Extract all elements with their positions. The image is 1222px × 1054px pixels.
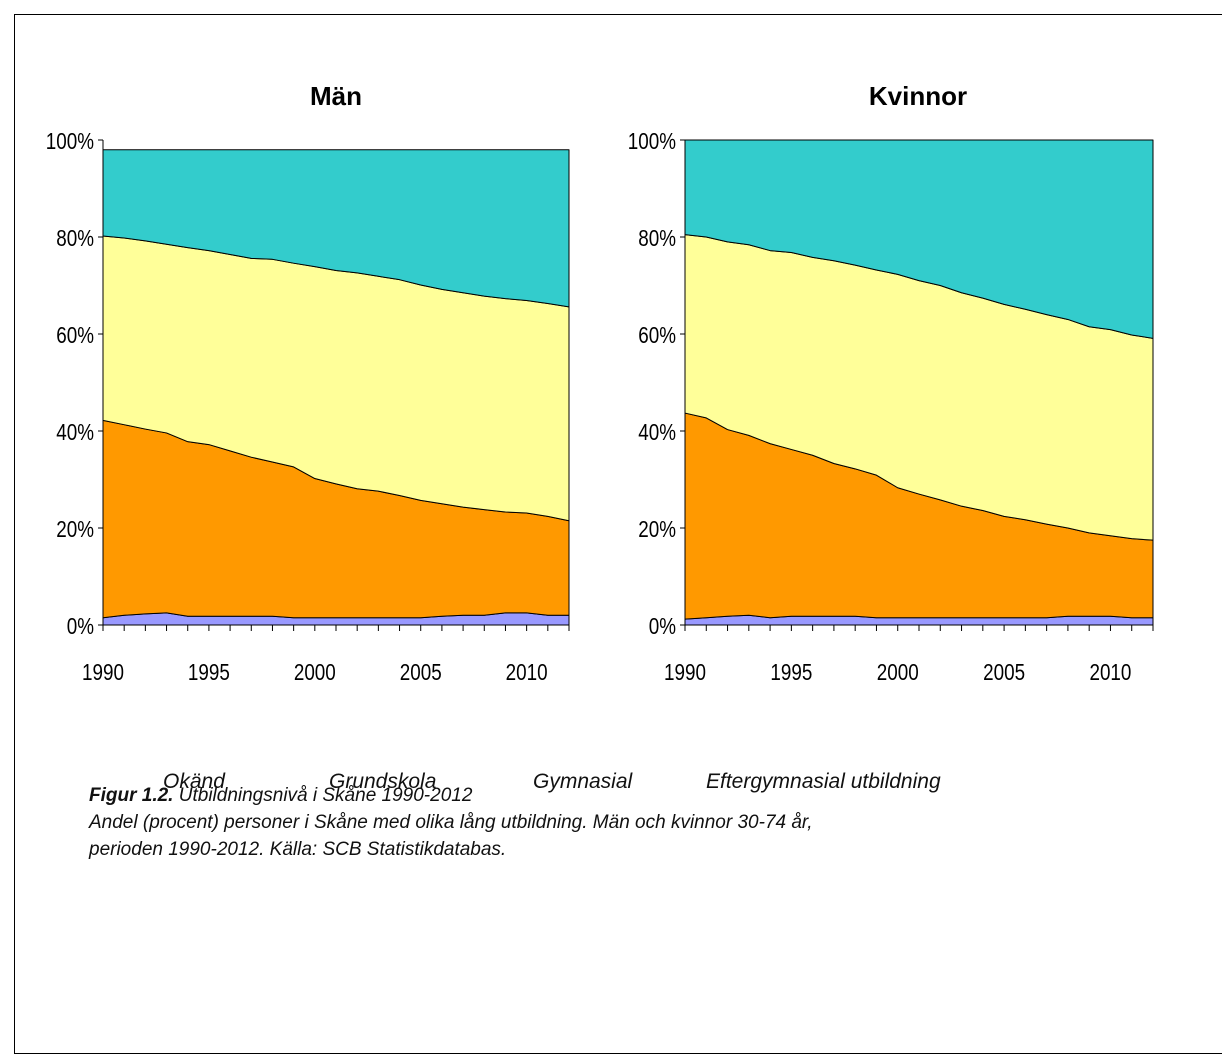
- charts-canvas: 0% 20% 40% 60% 80% 100% 1990 1995 2000 2005 2010 Mä…: [46, 81, 1154, 685]
- chart-1-y-tick-label: 20%: [638, 517, 676, 542]
- chart-0-x-tick-label: 2010: [506, 660, 548, 685]
- caption-line-2: Andel (procent) personer i Skåne med oli…: [89, 812, 813, 833]
- caption-line-3: perioden 1990-2012. Källa: SCB Statistik…: [89, 839, 507, 860]
- legend-item-eftergymnasial: Eftergymnasial utbildning: [706, 770, 941, 793]
- chart-0-title: Män: [310, 81, 362, 111]
- chart-0-y-tick-label: 40%: [56, 420, 94, 445]
- chart-0-x-tick-label: 2000: [294, 660, 336, 685]
- chart-1-x-tick-label: 1990: [664, 660, 706, 685]
- chart-0-area-eftergymnasial-utbildning: [102, 149, 570, 308]
- chart-1-x-tick-label: 2000: [877, 660, 919, 685]
- chart-0-y-tick-label: 80%: [56, 226, 94, 251]
- caption-line-1: Figur 1.2. Utbildningsnivå i Skåne 1990-…: [89, 782, 812, 809]
- caption-title: Utbildningsnivå i Skåne 1990-2012: [178, 785, 473, 806]
- chart-0-x-tick-label: 1990: [82, 660, 124, 685]
- chart-0-x-tick-label: 1995: [188, 660, 230, 685]
- chart-1-y-tick-label: 80%: [638, 226, 676, 251]
- figure-caption: Figur 1.2. Utbildningsnivå i Skåne 1990-…: [89, 782, 812, 863]
- chart-1-x-tick-label: 2005: [983, 660, 1025, 685]
- chart-0-y-tick-label: 60%: [56, 323, 94, 348]
- chart-1-y-tick-label: 40%: [638, 420, 676, 445]
- chart-0-y-tick-label: 0%: [67, 614, 94, 639]
- chart-1-y-tick-label: 100%: [628, 129, 676, 154]
- chart-0-y-tick-label: 100%: [46, 129, 94, 154]
- legend-item-grundskola: Grundskola: [329, 770, 437, 793]
- caption-label: Figur 1.2.: [89, 785, 174, 806]
- chart-1-y-tick-label: 60%: [638, 323, 676, 348]
- chart-1-x-tick-label: 2010: [1089, 660, 1131, 685]
- chart-1-title: Kvinnor: [869, 81, 967, 111]
- chart-0-y-tick-label: 20%: [56, 517, 94, 542]
- chart-1-y-tick-label: 0%: [649, 614, 676, 639]
- chart-0-x-tick-label: 2005: [400, 660, 442, 685]
- legend-item-gymnasial: Gymnasial: [533, 770, 633, 793]
- legend-item-okand: Okänd: [163, 770, 225, 793]
- chart-1-x-tick-label: 1995: [770, 660, 812, 685]
- chart-1-area-eftergymnasial-utbildning: [684, 139, 1154, 339]
